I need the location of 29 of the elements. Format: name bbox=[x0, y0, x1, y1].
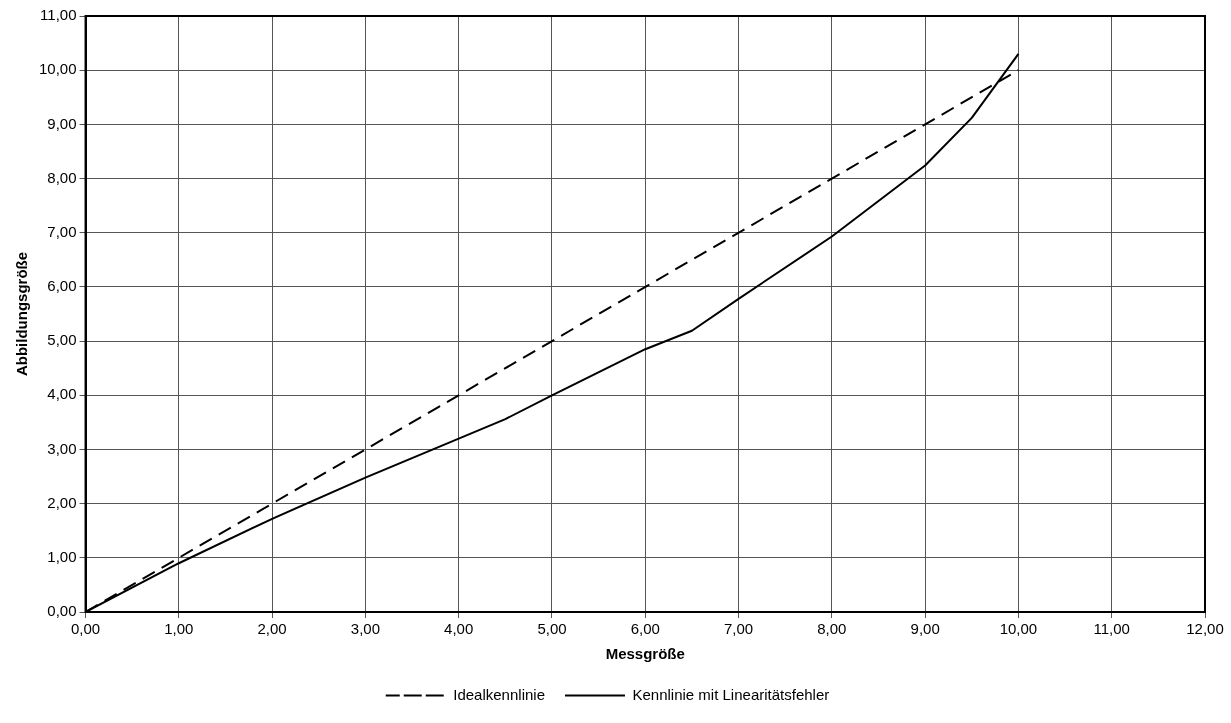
x-tick-label: 2,00 bbox=[257, 620, 287, 638]
x-tick-label: 5,00 bbox=[537, 620, 567, 638]
y-tick-label: 3,00 bbox=[47, 439, 77, 457]
x-tick-label: 1,00 bbox=[164, 620, 194, 638]
y-tick-label: 8,00 bbox=[47, 168, 77, 186]
x-tick-label: 12,00 bbox=[1186, 620, 1224, 638]
y-tick-label: 2,00 bbox=[47, 493, 77, 511]
y-axis-title: Abbildungsgröße bbox=[13, 251, 31, 377]
y-tick-label: 9,00 bbox=[47, 114, 77, 132]
y-tick-label: 6,00 bbox=[47, 277, 77, 295]
y-tick-label: 5,00 bbox=[47, 331, 77, 349]
y-tick-label: 10,00 bbox=[38, 60, 77, 78]
x-tick-label: 9,00 bbox=[910, 620, 940, 638]
x-tick-label: 8,00 bbox=[817, 620, 847, 638]
x-tick-label: 11,00 bbox=[1093, 620, 1130, 638]
x-tick-label: 0,00 bbox=[70, 620, 101, 638]
legend-label: Kennlinie mit Linearitätsfehler bbox=[632, 685, 830, 703]
y-tick-label: 7,00 bbox=[47, 222, 77, 240]
y-tick-label: 1,00 bbox=[47, 547, 77, 565]
x-tick-label: 4,00 bbox=[444, 620, 474, 638]
x-tick-label: 6,00 bbox=[630, 620, 660, 638]
x-axis-title: Messgröße bbox=[605, 645, 685, 663]
y-tick-label: 11,00 bbox=[40, 6, 77, 24]
x-tick-label: 3,00 bbox=[350, 620, 380, 638]
legend-label: Idealkennlinie bbox=[453, 685, 545, 703]
x-tick-label: 7,00 bbox=[723, 620, 754, 638]
x-tick-label: 10,00 bbox=[999, 620, 1038, 638]
y-tick-label: 4,00 bbox=[47, 385, 77, 403]
y-tick-label: 0,00 bbox=[47, 602, 77, 620]
